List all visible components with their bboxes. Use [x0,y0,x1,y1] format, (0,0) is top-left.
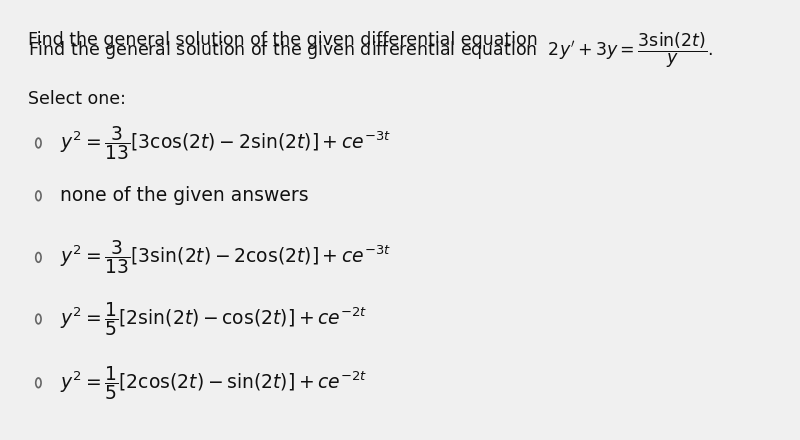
Text: none of the given answers: none of the given answers [60,186,309,205]
Text: $y^2 = \dfrac{3}{13}[3\sin(2t) - 2\cos(2t)] + ce^{-3t}$: $y^2 = \dfrac{3}{13}[3\sin(2t) - 2\cos(2… [60,238,391,276]
Text: Select one:: Select one: [28,90,126,108]
Text: Find the general solution of the given differential equation  $2y' + 3y = \dfrac: Find the general solution of the given d… [28,31,713,70]
Text: $y^2 = \dfrac{3}{13}[3\cos(2t) - 2\sin(2t)] + ce^{-3t}$: $y^2 = \dfrac{3}{13}[3\cos(2t) - 2\sin(2… [60,124,391,162]
Text: $y^2 = \dfrac{1}{5}[2\cos(2t) - \sin(2t)] + ce^{-2t}$: $y^2 = \dfrac{1}{5}[2\cos(2t) - \sin(2t)… [60,364,367,402]
Text: $y^2 = \dfrac{1}{5}[2\sin(2t) - \cos(2t)] + ce^{-2t}$: $y^2 = \dfrac{1}{5}[2\sin(2t) - \cos(2t)… [60,300,367,338]
Text: Find the general solution of the given differential equation: Find the general solution of the given d… [28,31,549,49]
